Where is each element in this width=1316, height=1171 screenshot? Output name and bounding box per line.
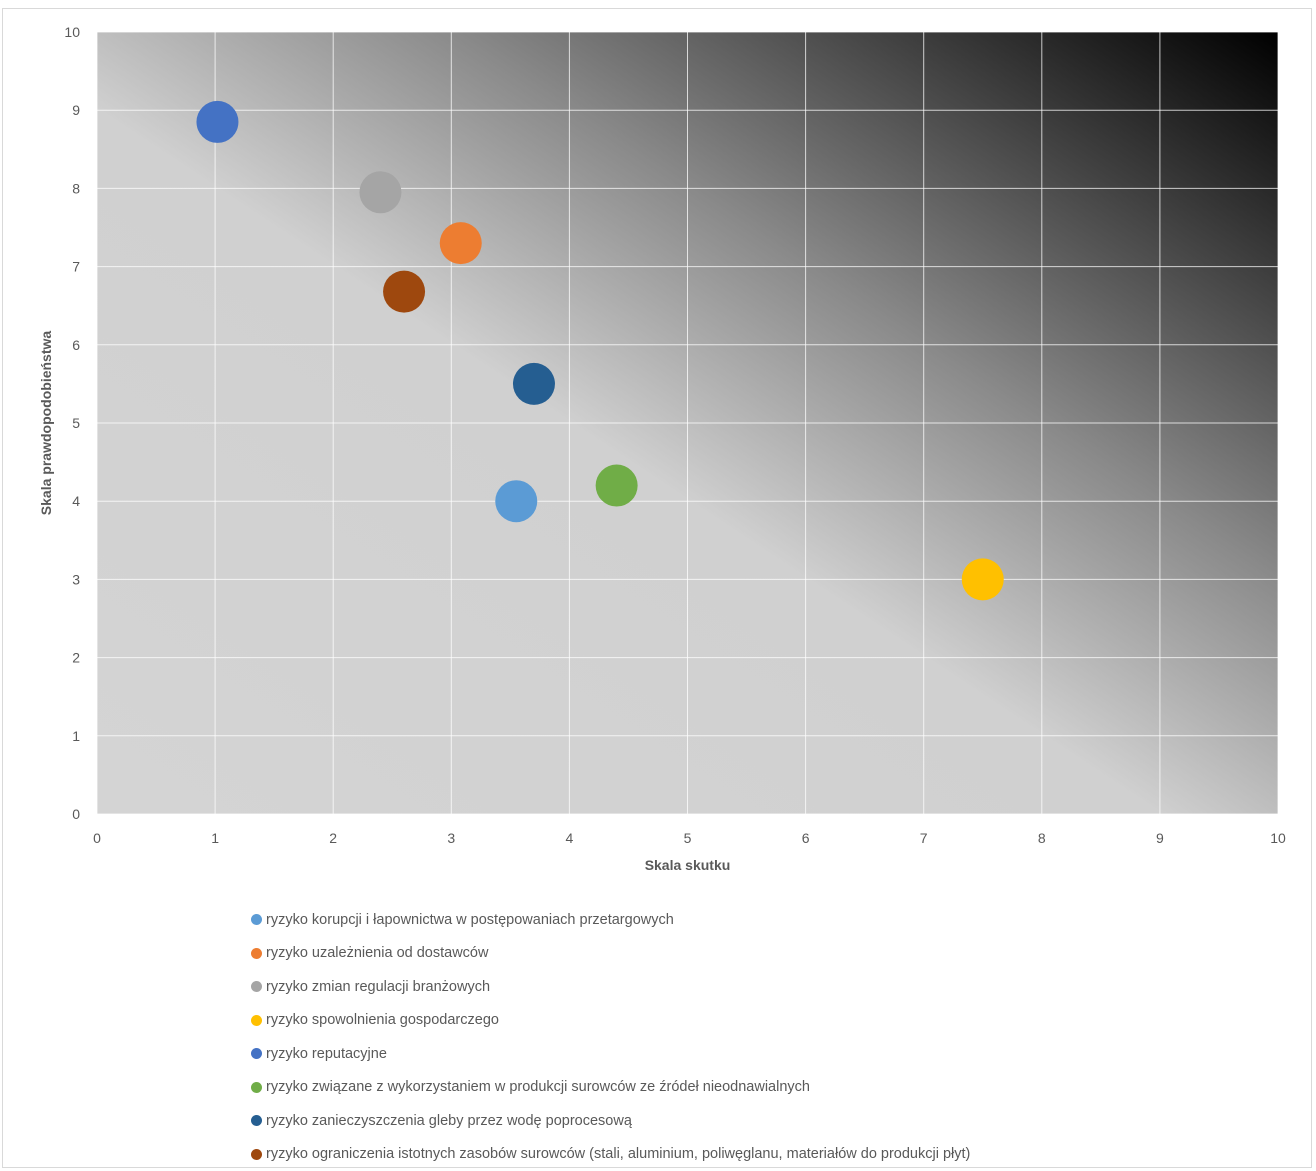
legend-item: ryzyko ograniczenia istotnych zasobów su…	[251, 1138, 970, 1171]
data-point	[383, 271, 425, 313]
data-point	[196, 101, 238, 143]
legend-label: ryzyko związane z wykorzystaniem w produ…	[266, 1079, 810, 1095]
y-tick-label: 10	[64, 24, 80, 40]
y-tick-label: 3	[72, 571, 80, 587]
legend: ryzyko korupcji i łapownictwa w postępow…	[251, 903, 970, 1171]
y-tick-label: 6	[72, 337, 80, 353]
x-tick-label: 5	[684, 830, 692, 846]
y-tick-label: 8	[72, 180, 80, 196]
legend-marker-icon	[251, 1115, 262, 1126]
legend-label: ryzyko zanieczyszczenia gleby przez wodę…	[266, 1113, 632, 1129]
x-tick-label: 7	[920, 830, 928, 846]
legend-label: ryzyko uzależnienia od dostawców	[266, 945, 488, 961]
y-tick-label: 4	[72, 493, 80, 509]
y-tick-label: 5	[72, 415, 80, 431]
data-point	[513, 363, 555, 405]
legend-marker-icon	[251, 948, 262, 959]
x-tick-label: 8	[1038, 830, 1046, 846]
x-tick-label: 10	[1270, 830, 1286, 846]
y-tick-label: 1	[72, 728, 80, 744]
legend-label: ryzyko ograniczenia istotnych zasobów su…	[266, 1146, 970, 1162]
legend-label: ryzyko zmian regulacji branżowych	[266, 979, 490, 995]
legend-item: ryzyko spowolnienia gospodarczego	[251, 1004, 970, 1038]
legend-item: ryzyko korupcji i łapownictwa w postępow…	[251, 903, 970, 937]
legend-item: ryzyko związane z wykorzystaniem w produ…	[251, 1071, 970, 1105]
data-point	[596, 465, 638, 507]
y-tick-label: 7	[72, 259, 80, 275]
legend-marker-icon	[251, 1149, 262, 1160]
x-tick-label: 6	[802, 830, 810, 846]
legend-marker-icon	[251, 981, 262, 992]
legend-item: ryzyko zmian regulacji branżowych	[251, 970, 970, 1004]
legend-marker-icon	[251, 1082, 262, 1093]
data-point	[359, 171, 401, 213]
legend-item: ryzyko zanieczyszczenia gleby przez wodę…	[251, 1104, 970, 1138]
legend-label: ryzyko reputacyjne	[266, 1046, 387, 1062]
x-tick-label: 9	[1156, 830, 1164, 846]
x-tick-label: 4	[566, 830, 574, 846]
legend-item: ryzyko uzależnienia od dostawców	[251, 937, 970, 971]
x-tick-label: 2	[329, 830, 337, 846]
x-axis-label: Skala skutku	[645, 857, 731, 873]
y-tick-label: 0	[72, 806, 80, 822]
legend-item: ryzyko reputacyjne	[251, 1037, 970, 1071]
legend-marker-icon	[251, 914, 262, 925]
legend-marker-icon	[251, 1015, 262, 1026]
y-tick-label: 9	[72, 102, 80, 118]
legend-label: ryzyko korupcji i łapownictwa w postępow…	[266, 912, 674, 928]
y-axis-label: Skala prawdopodobieństwa	[38, 331, 54, 516]
x-tick-label: 1	[211, 830, 219, 846]
data-point	[440, 222, 482, 264]
y-tick-label: 2	[72, 650, 80, 666]
data-point	[495, 480, 537, 522]
data-point	[962, 558, 1004, 600]
x-tick-label: 0	[93, 830, 101, 846]
legend-label: ryzyko spowolnienia gospodarczego	[266, 1012, 499, 1028]
legend-marker-icon	[251, 1048, 262, 1059]
x-tick-label: 3	[447, 830, 455, 846]
